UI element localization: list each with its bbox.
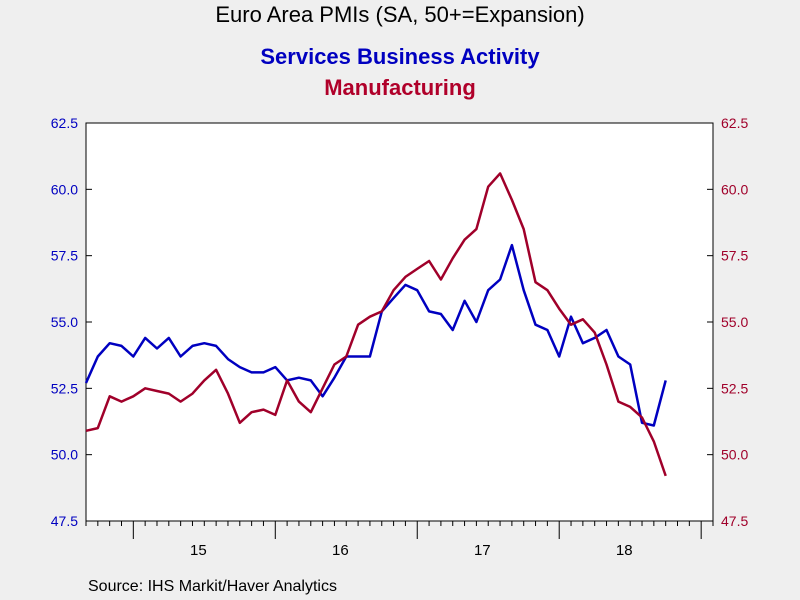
left-y-tick-label: 55.0 — [51, 314, 78, 330]
right-y-tick-label: 62.5 — [721, 115, 748, 131]
left-y-tick-label: 57.5 — [51, 248, 78, 264]
left-y-tick-label: 60.0 — [51, 181, 78, 197]
subtitle-manufacturing: Manufacturing — [324, 75, 476, 100]
right-y-tick-label: 50.0 — [721, 447, 748, 463]
chart-title: Euro Area PMIs (SA, 50+=Expansion) — [215, 2, 585, 27]
left-y-tick-label: 50.0 — [51, 447, 78, 463]
source-note: Source: IHS Markit/Haver Analytics — [88, 578, 337, 595]
plot-area — [85, 122, 714, 522]
x-tick-label: 15 — [190, 542, 207, 559]
subtitle-services: Services Business Activity — [260, 44, 540, 69]
right-y-tick-label: 60.0 — [721, 181, 748, 197]
left-y-tick-label: 47.5 — [51, 513, 78, 529]
x-tick-label: 18 — [616, 542, 633, 559]
right-y-tick-label: 52.5 — [721, 380, 748, 396]
manufacturing-series-line — [85, 172, 667, 477]
x-tick-label: 17 — [474, 542, 491, 559]
left-y-tick-label: 62.5 — [51, 115, 78, 131]
right-y-tick-label: 57.5 — [721, 248, 748, 264]
left-y-tick-label: 52.5 — [51, 380, 78, 396]
right-y-tick-label: 47.5 — [721, 513, 748, 529]
right-y-tick-label: 55.0 — [721, 314, 748, 330]
x-tick-label: 16 — [332, 542, 349, 559]
